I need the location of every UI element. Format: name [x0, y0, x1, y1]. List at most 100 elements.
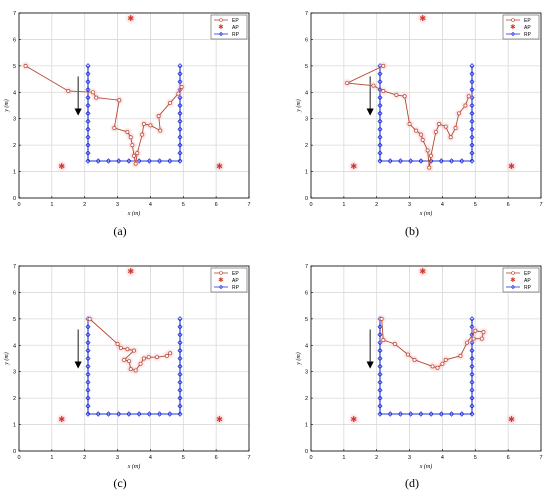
rp-marker [377, 371, 383, 378]
y-tick-label: 5 [13, 317, 16, 323]
rp-marker [85, 339, 91, 346]
rp-marker [116, 411, 122, 417]
rp-marker [177, 134, 183, 141]
rp-marker [377, 70, 383, 77]
x-tick-label: 1 [50, 455, 53, 461]
ap-marker: ✱ [58, 415, 65, 424]
ap-glow [124, 12, 137, 25]
legend-label: EP [232, 18, 239, 24]
ep-point [94, 95, 99, 100]
y-tick-label: 4 [305, 343, 308, 349]
rp-marker [469, 355, 475, 362]
plot-frame [18, 12, 250, 199]
rp-marker [418, 411, 424, 417]
ap-marker: ✱ [350, 415, 357, 424]
y-tick-label: 7 [305, 264, 308, 270]
ep-point [414, 128, 419, 133]
y-tick-label: 6 [13, 290, 16, 296]
y-tick-label: 7 [305, 11, 308, 17]
y-tick-label: 0 [13, 449, 16, 455]
rp-marker [469, 78, 475, 85]
rp-marker [438, 158, 444, 164]
x-tick-label: 3 [408, 455, 411, 461]
ap-marker: ✱ [216, 162, 223, 171]
rp-marker [157, 158, 163, 164]
x-tick-label: 1 [342, 455, 345, 461]
rp-marker [177, 371, 183, 378]
rp-marker [177, 363, 183, 370]
rp-marker [459, 411, 465, 417]
rp-marker [377, 102, 383, 109]
ep-point [23, 63, 28, 68]
rp-marker [177, 323, 183, 330]
y-tick-label: 6 [305, 290, 308, 296]
y-tick-label: 3 [305, 370, 308, 376]
ep-point [443, 124, 448, 129]
x-tick-label: 5 [474, 455, 477, 461]
ep-point [176, 91, 181, 96]
ep-point [466, 94, 471, 99]
rp-marker [469, 316, 475, 322]
ep-point [379, 316, 384, 321]
x-tick-label: 3 [408, 202, 411, 208]
rp-marker [85, 387, 91, 394]
rp-marker [85, 331, 91, 338]
ep-point [127, 359, 132, 364]
y-tick-label: 0 [13, 196, 16, 202]
ep-point [412, 357, 417, 362]
ep-point [132, 153, 136, 158]
ep-point [164, 353, 169, 358]
x-tick-label: 0 [17, 202, 20, 208]
caption-a: (a) [113, 224, 127, 238]
ap-glow [213, 160, 226, 173]
plot-frame [310, 265, 542, 452]
x-tick-label: 6 [215, 455, 218, 461]
legend-ap-marker: ✱ [510, 276, 515, 284]
rp-marker [377, 142, 383, 148]
x-tick-label: 6 [215, 202, 218, 208]
rp-marker [177, 150, 183, 156]
ep-point [465, 340, 470, 345]
ep-point [433, 129, 438, 134]
x-tick-label: 7 [247, 455, 250, 461]
rp-marker [85, 371, 91, 378]
ep-point [381, 338, 386, 342]
legend-label: AP [232, 278, 239, 284]
ep-point [463, 103, 468, 108]
legend-box [210, 267, 248, 293]
rp-marker [85, 403, 91, 409]
rp-marker [469, 118, 475, 125]
ep-point [118, 345, 123, 350]
caption-d: (d) [405, 476, 419, 490]
ep-point [112, 126, 117, 130]
ep-point [135, 151, 140, 156]
y-tick-label: 1 [13, 170, 16, 176]
y-tick-label: 3 [13, 370, 16, 376]
y-tick-label: 6 [13, 37, 16, 43]
rp-marker [177, 387, 183, 394]
ep-point [141, 122, 146, 126]
legend-label: RP [524, 285, 532, 291]
ep-point [158, 128, 163, 133]
rp-marker [85, 142, 91, 148]
ep-point [168, 100, 173, 105]
ep-point [133, 161, 138, 166]
ep-point [420, 137, 425, 142]
ep-point [138, 361, 143, 366]
legend-rp-marker [510, 284, 516, 290]
ep-point [428, 153, 433, 158]
x-tick-label: 7 [539, 202, 542, 208]
rp-marker [136, 411, 142, 417]
y-tick-label: 5 [305, 64, 308, 70]
rp-marker [418, 158, 424, 164]
rp-marker [85, 379, 91, 386]
ap-glow [505, 413, 518, 426]
rp-marker [377, 323, 383, 330]
x-tick-label: 1 [342, 202, 345, 208]
rp-path [379, 65, 473, 162]
rp-marker [177, 102, 183, 109]
x-tick-label: 0 [309, 202, 312, 208]
rp-marker [469, 371, 475, 378]
rp-marker [377, 347, 383, 354]
